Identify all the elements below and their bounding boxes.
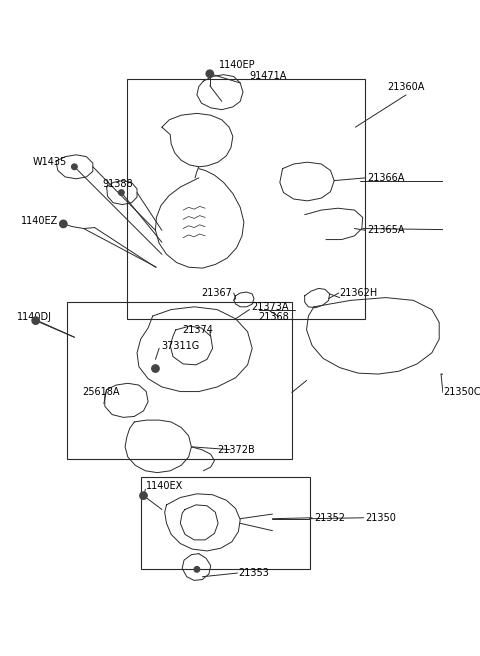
Text: 91388: 91388 [102, 179, 132, 190]
Circle shape [206, 70, 214, 77]
Text: 21373A: 21373A [251, 302, 289, 312]
Bar [127, 79, 365, 319]
Text: 21367: 21367 [202, 288, 232, 298]
Text: 21352: 21352 [314, 513, 345, 523]
Circle shape [152, 365, 159, 372]
Text: 37311G: 37311G [161, 341, 199, 352]
Text: 21350C: 21350C [443, 388, 480, 398]
Circle shape [72, 164, 77, 169]
Text: 21353: 21353 [239, 568, 269, 578]
Text: 21366A: 21366A [367, 173, 405, 183]
Circle shape [60, 220, 67, 228]
Text: 21368: 21368 [259, 312, 289, 322]
Text: 1140DJ: 1140DJ [17, 312, 52, 322]
Circle shape [119, 190, 124, 195]
Text: 1140EP: 1140EP [219, 60, 256, 70]
Circle shape [140, 492, 147, 499]
Circle shape [194, 567, 200, 572]
Text: 91471A: 91471A [250, 71, 287, 81]
Text: 21362H: 21362H [340, 288, 378, 298]
Circle shape [32, 317, 39, 324]
Text: 1140EZ: 1140EZ [21, 216, 58, 226]
Bar [141, 477, 310, 569]
Text: W1435: W1435 [33, 157, 67, 167]
Text: 21360A: 21360A [388, 81, 425, 92]
Bar [67, 302, 292, 459]
Text: 21374: 21374 [182, 325, 213, 335]
Text: 1140EX: 1140EX [146, 482, 183, 491]
Text: 25618A: 25618A [82, 388, 119, 398]
Text: 21372B: 21372B [217, 445, 255, 455]
Text: 21350: 21350 [365, 513, 396, 523]
Text: 21365A: 21365A [367, 226, 405, 236]
